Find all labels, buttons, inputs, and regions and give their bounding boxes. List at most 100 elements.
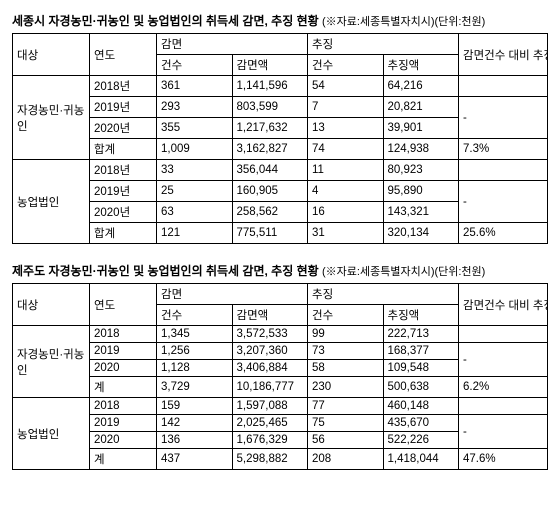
table-row: 농업법인2018년33356,0441180,923 [13,160,548,181]
cell-collection-count: 74 [308,139,384,160]
header-year: 연도 [90,34,157,76]
cell-ratio [459,160,548,181]
cell-collection-amt: 143,321 [383,202,459,223]
table-title-block: 세종시 자경농민·귀농인 및 농업법인의 취득세 감면, 추징 현황 (※자료:… [12,12,548,29]
cell-reduction-count: 33 [157,160,233,181]
cell-reduction-count: 25 [157,181,233,202]
header-count: 건수 [157,55,233,76]
cell-reduction-count: 1,345 [157,326,233,343]
cell-target: 농업법인 [13,398,90,470]
table-row: 자경농민·귀농인2018년3611,141,5965464,216 [13,76,548,97]
cell-target: 농업법인 [13,160,90,244]
cell-collection-amt: 168,377 [383,343,459,360]
cell-collection-amt: 1,418,044 [383,449,459,470]
header-count: 건수 [308,55,384,76]
cell-collection-count: 99 [308,326,384,343]
cell-collection-count: 75 [308,415,384,432]
table-row: 2019년293803,599720,821- [13,97,548,118]
cell-reduction-count: 293 [157,97,233,118]
header-collection: 추징 [308,284,459,305]
cell-reduction-count: 159 [157,398,233,415]
cell-reduction-count: 361 [157,76,233,97]
cell-year: 2019년 [90,97,157,118]
cell-reduction-amt: 1,676,329 [232,432,308,449]
header-reduction-amt: 감면액 [232,305,308,326]
cell-collection-count: 73 [308,343,384,360]
table-row: 자경농민·귀농인20181,3453,572,53399222,713 [13,326,548,343]
cell-ratio: 25.6% [459,223,548,244]
header-collection: 추징 [308,34,459,55]
cell-year: 2020년 [90,202,157,223]
table-row: 농업법인20181591,597,08877460,148 [13,398,548,415]
cell-year: 2019 [90,415,157,432]
cell-ratio: 7.3% [459,139,548,160]
header-reduction: 감면 [157,284,308,305]
cell-year: 2019 [90,343,157,360]
cell-collection-amt: 64,216 [383,76,459,97]
cell-reduction-count: 121 [157,223,233,244]
cell-year: 2020 [90,360,157,377]
cell-reduction-amt: 10,186,777 [232,377,308,398]
cell-collection-amt: 222,713 [383,326,459,343]
cell-collection-count: 208 [308,449,384,470]
cell-collection-count: 56 [308,432,384,449]
cell-year: 2018 [90,326,157,343]
cell-collection-count: 11 [308,160,384,181]
cell-reduction-count: 63 [157,202,233,223]
cell-reduction-count: 142 [157,415,233,432]
table-row: 20191422,025,46575435,670- [13,415,548,432]
cell-reduction-amt: 5,298,882 [232,449,308,470]
cell-year: 2020년 [90,118,157,139]
table-row: 계3,72910,186,777230500,6386.2% [13,377,548,398]
cell-collection-amt: 500,638 [383,377,459,398]
cell-ratio: - [459,343,548,377]
cell-reduction-amt: 3,406,884 [232,360,308,377]
cell-reduction-amt: 775,511 [232,223,308,244]
cell-year: 합계 [90,223,157,244]
cell-collection-count: 4 [308,181,384,202]
table-row: 20191,2563,207,36073168,377- [13,343,548,360]
cell-year: 2019년 [90,181,157,202]
cell-year: 계 [90,449,157,470]
cell-collection-amt: 20,821 [383,97,459,118]
cell-target: 자경농민·귀농인 [13,76,90,160]
table-header-row: 대상연도감면추징감면건수 대비 추징건수 [13,284,548,305]
cell-collection-count: 7 [308,97,384,118]
cell-collection-amt: 320,134 [383,223,459,244]
cell-year: 2018년 [90,76,157,97]
data-table: 대상연도감면추징감면건수 대비 추징건수건수감면액건수추징액자경농민·귀농인20… [12,283,548,470]
cell-collection-amt: 39,901 [383,118,459,139]
table-title: 제주도 자경농민·귀농인 및 농업법인의 취득세 감면, 추징 현황 [12,264,319,278]
header-collection-amt: 추징액 [383,305,459,326]
cell-collection-count: 16 [308,202,384,223]
table-note: (※자료:세종특별자치시)(단위:천원) [322,16,485,28]
cell-ratio: 47.6% [459,449,548,470]
table-header-row: 대상연도감면추징감면건수 대비 추징건수 [13,34,548,55]
cell-collection-count: 58 [308,360,384,377]
cell-reduction-amt: 3,162,827 [232,139,308,160]
cell-reduction-amt: 3,207,360 [232,343,308,360]
cell-ratio [459,326,548,343]
cell-reduction-amt: 1,141,596 [232,76,308,97]
cell-reduction-amt: 160,905 [232,181,308,202]
cell-target: 자경농민·귀농인 [13,326,90,398]
header-count: 건수 [308,305,384,326]
cell-reduction-count: 3,729 [157,377,233,398]
data-table: 대상연도감면추징감면건수 대비 추징건수건수감면액건수추징액자경농민·귀농인20… [12,33,548,244]
cell-ratio [459,76,548,97]
cell-collection-amt: 80,923 [383,160,459,181]
header-ratio: 감면건수 대비 추징건수 [459,34,548,76]
cell-collection-count: 54 [308,76,384,97]
cell-ratio [459,398,548,415]
cell-reduction-count: 136 [157,432,233,449]
cell-reduction-count: 1,009 [157,139,233,160]
cell-ratio: - [459,181,548,223]
cell-collection-amt: 522,226 [383,432,459,449]
header-year: 연도 [90,284,157,326]
header-target: 대상 [13,284,90,326]
cell-year: 2018년 [90,160,157,181]
cell-year: 계 [90,377,157,398]
header-collection-amt: 추징액 [383,55,459,76]
cell-reduction-amt: 258,562 [232,202,308,223]
table-title: 세종시 자경농민·귀농인 및 농업법인의 취득세 감면, 추징 현황 [12,14,319,28]
